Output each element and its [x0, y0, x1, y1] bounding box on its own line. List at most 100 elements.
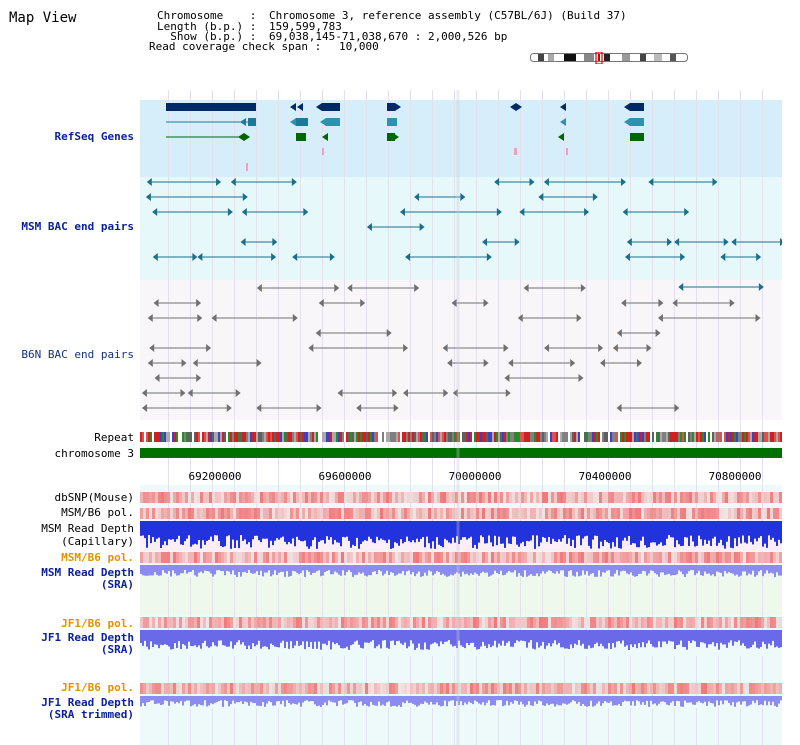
polymorphism-cell: [620, 492, 623, 503]
polymorphism-cell: [518, 508, 521, 519]
bac-end-marker: [356, 404, 362, 412]
polymorphism-cell: [752, 552, 755, 563]
msm-bac-track[interactable]: [145, 178, 782, 291]
polymorphism-cell: [368, 552, 371, 563]
depth-bar: [780, 630, 782, 648]
bac-end-marker: [517, 314, 523, 322]
depth-bar: [476, 565, 478, 574]
depth-bar: [156, 630, 158, 645]
polymorphism-cell: [527, 552, 530, 563]
depth-bar: [416, 565, 418, 574]
polymorphism-cell: [683, 617, 686, 628]
polymorphism-cell: [497, 617, 500, 628]
depth-bar: [152, 565, 154, 576]
repeat-segment: [668, 432, 670, 442]
chromosome-bar[interactable]: [140, 448, 782, 458]
polymorphism-cell: [191, 617, 194, 628]
depth-bar: [354, 630, 356, 642]
depth-bar: [150, 696, 152, 701]
depth-tracks[interactable]: [140, 492, 782, 708]
polymorphism-cell: [239, 552, 242, 563]
depth-bar: [668, 696, 670, 706]
polymorphism-cell: [251, 508, 254, 519]
polymorphism-cell: [290, 552, 293, 563]
polymorphism-cell: [485, 552, 488, 563]
depth-bar: [772, 630, 774, 641]
depth-bar: [204, 565, 206, 571]
depth-bar: [358, 630, 360, 645]
polymorphism-cell: [773, 508, 776, 519]
depth-bar: [582, 521, 584, 539]
depth-bar: [566, 630, 568, 649]
depth-bar: [630, 565, 632, 573]
polymorphism-cell: [683, 492, 686, 503]
depth-bar: [190, 565, 192, 572]
depth-bar: [456, 565, 458, 573]
bac-end-marker: [514, 238, 520, 246]
polymorphism-cell: [569, 552, 572, 563]
depth-bar: [728, 630, 730, 643]
repeat-segment: [746, 432, 748, 442]
depth-bar: [780, 565, 782, 576]
polymorphism-cell: [281, 508, 284, 519]
depth-bar: [592, 696, 594, 707]
polymorphism-cell: [290, 617, 293, 628]
polymorphism-cell: [458, 552, 461, 563]
depth-bar: [548, 630, 550, 644]
depth-bar: [316, 565, 318, 572]
b6n-bac-track[interactable]: [141, 284, 761, 412]
repeat-segment: [156, 432, 158, 442]
polymorphism-cell: [338, 492, 341, 503]
chromosome-band: [140, 448, 782, 458]
polymorphism-cell: [341, 492, 344, 503]
polymorphism-cell: [521, 492, 524, 503]
polymorphism-cell: [230, 508, 233, 519]
depth-bar: [496, 565, 498, 574]
polymorphism-cell: [350, 552, 353, 563]
polymorphism-cell: [614, 552, 617, 563]
depth-bar: [216, 696, 218, 703]
gene-arrow: [316, 103, 322, 111]
polymorphism-cell: [647, 617, 650, 628]
bac-end-marker: [451, 299, 457, 307]
depth-bar: [558, 696, 560, 706]
depth-bar: [208, 565, 210, 572]
polymorphism-cell: [254, 492, 257, 503]
repeat-segment: [644, 432, 646, 442]
repeat-track[interactable]: [140, 432, 782, 442]
polymorphism-cell: [362, 492, 365, 503]
depth-bar: [746, 630, 748, 649]
genome-browser-panel[interactable]: 69200000 69600000 70000000 70400000 70800000: [140, 90, 782, 745]
polymorphism-cell: [155, 617, 158, 628]
polymorphism-cell: [455, 508, 458, 519]
polymorphism-cell: [437, 552, 440, 563]
polymorphism-cell: [386, 552, 389, 563]
polymorphism-cell: [590, 492, 593, 503]
depth-bar: [522, 630, 524, 641]
polymorphism-cell: [191, 508, 194, 519]
polymorphism-cell: [662, 552, 665, 563]
depth-bar: [664, 630, 666, 642]
depth-bar: [364, 565, 366, 576]
polymorphism-cell: [284, 617, 287, 628]
polymorphism-cell: [344, 617, 347, 628]
repeat-segment: [684, 432, 686, 442]
polymorphism-cell: [227, 552, 230, 563]
polymorphism-cell: [665, 508, 668, 519]
polymorphism-cell: [572, 617, 575, 628]
depth-bar: [654, 565, 656, 574]
refseq-track[interactable]: [166, 103, 644, 171]
chromosome-ideogram[interactable]: [530, 52, 690, 64]
repeat-segment: [660, 432, 662, 442]
snp-mark: [566, 148, 568, 155]
repeat-segment: [236, 432, 238, 442]
repeat-segment: [764, 432, 766, 442]
bac-end-marker: [570, 359, 576, 367]
polymorphism-cell: [323, 683, 326, 694]
polymorphism-cell: [770, 492, 773, 503]
polymorphism-cell: [308, 508, 311, 519]
repeat-segment: [264, 432, 266, 442]
polymorphism-cell: [158, 508, 161, 519]
polymorphism-cell: [641, 552, 644, 563]
polymorphism-cell: [728, 617, 731, 628]
